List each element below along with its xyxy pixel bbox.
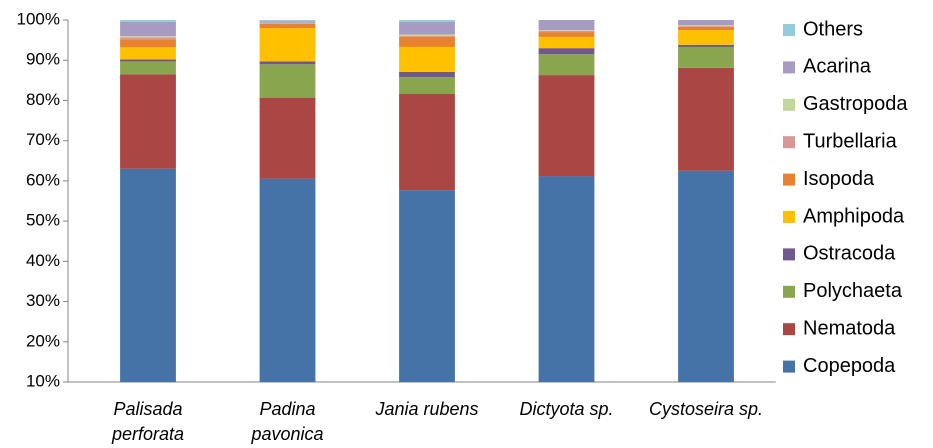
legend-label: Ostracoda [803, 243, 896, 265]
bar-segment [678, 30, 734, 45]
bar-segment [399, 22, 455, 35]
bar-segment [538, 32, 595, 37]
legend-swatch [783, 360, 795, 373]
legend-label: Isopoda [803, 168, 875, 190]
y-tick-label: 90% [26, 50, 60, 69]
bar-segment [120, 61, 176, 75]
legend-label: Gastropoda [803, 93, 908, 115]
y-tick-label: 100% [17, 9, 60, 28]
bar-segment [259, 24, 316, 29]
legend-swatch [783, 61, 795, 74]
bar-segment [399, 94, 455, 191]
legend-label: Nematoda [803, 317, 896, 339]
legend-label: Turbellaria [803, 130, 898, 152]
bar-segment [259, 28, 316, 62]
x-tick-label: Palisada perforata [111, 399, 184, 444]
bar-segment [678, 26, 734, 31]
bar-segment [120, 36, 176, 38]
bar-segment [259, 20, 316, 22]
bar-segment [538, 75, 595, 177]
bar-segment [259, 21, 316, 23]
bar-segment [538, 20, 595, 31]
bar-segment [120, 37, 176, 40]
bar-segment [399, 35, 455, 37]
bar-segment [120, 20, 176, 23]
bar-segment [399, 71, 455, 78]
bar-segment [399, 20, 455, 23]
bar-segment [259, 23, 316, 25]
bar-segment [259, 61, 316, 65]
bar-segment [399, 34, 455, 36]
bar-segment [120, 168, 176, 382]
bar-segment [399, 46, 455, 72]
bar-segment [678, 170, 734, 382]
y-tick-label: 60% [26, 170, 60, 189]
x-tick-label: Padina pavonica [250, 399, 323, 444]
y-tick-label: 10% [26, 371, 60, 390]
x-tick-label: Jania rubens [374, 399, 478, 419]
y-tick-label: 20% [26, 331, 60, 350]
bar-segment [678, 25, 734, 27]
bar-segment [259, 97, 316, 179]
bar-segment [399, 77, 455, 95]
legend-label: Others [803, 18, 863, 40]
bar-segment [678, 44, 734, 47]
legend-swatch [783, 98, 795, 111]
bar-segment [120, 22, 176, 37]
bar-segment [678, 20, 734, 26]
legend-swatch [783, 323, 795, 336]
y-tick-label: 80% [26, 90, 60, 109]
bar-segment [538, 48, 595, 55]
bar-segment [120, 59, 176, 62]
bar-segment [120, 39, 176, 48]
bar-segment [259, 64, 316, 98]
x-tick-label: Cystoseira sp. [649, 399, 763, 419]
bar-segment [538, 54, 595, 76]
y-tick-label: 40% [26, 251, 60, 270]
bar-segment [538, 30, 595, 31]
bar-segment [120, 74, 176, 169]
legend-swatch [783, 173, 795, 186]
legend-label: Polychaeta [803, 280, 903, 302]
legend-label: Copepoda [803, 355, 896, 377]
bar-segment [259, 178, 316, 382]
bar-segment [399, 190, 455, 382]
bar-segment [678, 67, 734, 171]
legend-label: Acarina [803, 56, 872, 78]
bar-segment [399, 36, 455, 47]
y-tick-label: 70% [26, 130, 60, 149]
legend-swatch [783, 211, 795, 223]
legend-swatch [783, 248, 795, 261]
bar-segment [538, 30, 595, 33]
bar-segment [120, 47, 176, 60]
y-tick-label: 30% [26, 291, 60, 310]
bar-segment [538, 36, 595, 49]
x-tick-label: Dictyota sp. [519, 399, 613, 419]
legend-swatch [783, 136, 795, 149]
bar-segment [538, 176, 595, 382]
y-tick-label: 50% [26, 211, 60, 230]
legend-swatch [783, 24, 795, 36]
bar-segment [678, 46, 734, 68]
legend-label: Amphipoda [803, 205, 905, 227]
legend-swatch [783, 285, 795, 298]
bar-segment [678, 26, 734, 27]
